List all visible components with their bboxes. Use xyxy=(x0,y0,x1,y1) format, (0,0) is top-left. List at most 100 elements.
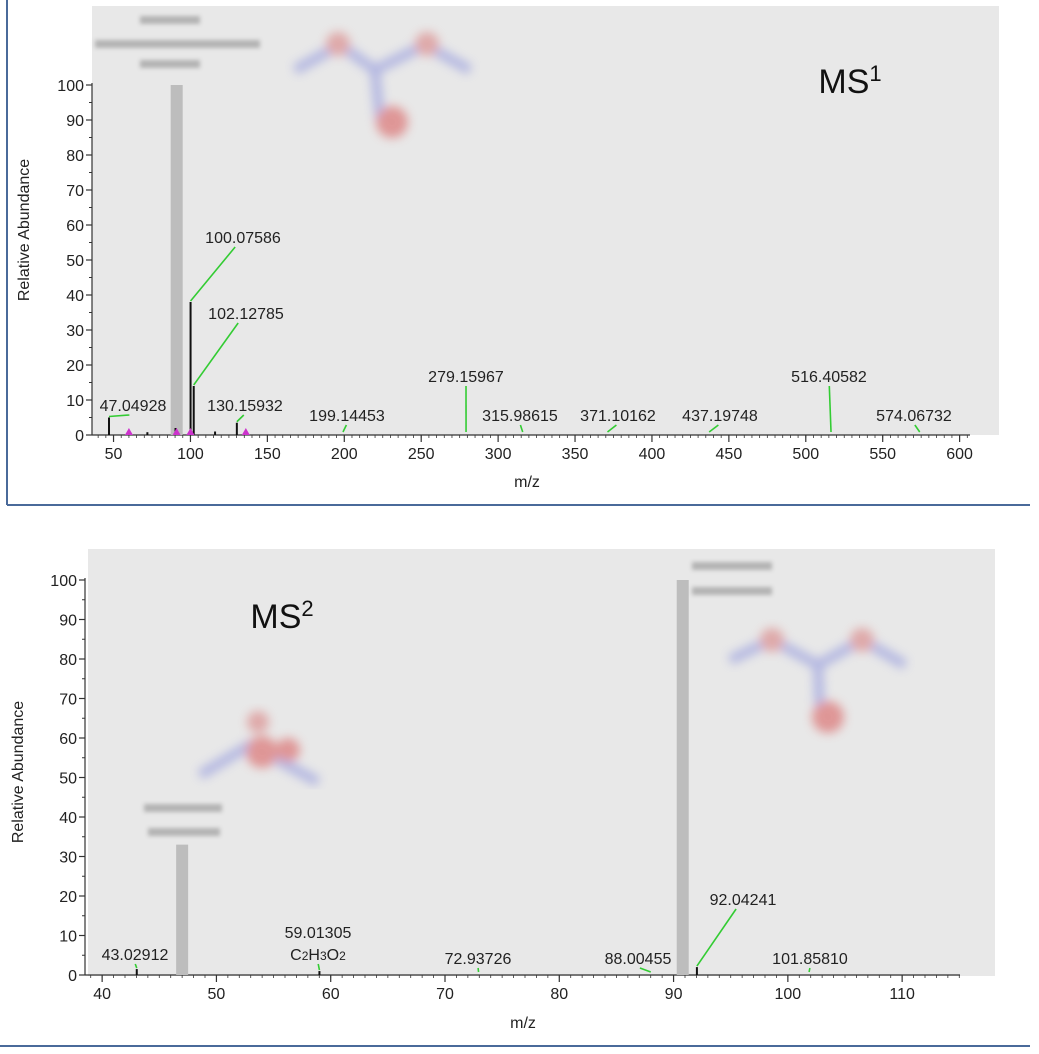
ms2-peak-label: 43.02912 xyxy=(102,947,169,964)
ms2-formula-label: C2H3O2 xyxy=(290,947,346,964)
ms2-x-axis-label: m/z xyxy=(510,1015,536,1032)
ms1-x-tick-label: 400 xyxy=(639,446,666,463)
ms1-blurred-peak-annotation xyxy=(95,16,260,68)
ms1-label-leader xyxy=(342,424,348,433)
ms1-panel: MS1 0 10 20 30 40 50 60 70 80 90 100 50 100 150 200 25… xyxy=(6,0,1030,506)
ms2-peak-label: 72.93726 xyxy=(445,951,512,968)
ms2-highlight-peak xyxy=(676,580,689,975)
ms2-label-leader xyxy=(134,963,138,969)
ms1-peak-label: 371.10162 xyxy=(580,408,656,425)
ms1-label-leader xyxy=(708,424,719,433)
ms2-y-axis-label: Relative Abundance xyxy=(10,701,27,843)
ms1-label-leader xyxy=(193,322,239,386)
ms1-x-tick-label: 450 xyxy=(716,446,743,463)
ms2-y-tick-label: 70 xyxy=(59,692,77,709)
ms1-y-tick-label: 40 xyxy=(66,288,84,305)
ms1-label-leader xyxy=(519,424,524,433)
ms1-peak-label: 47.04928 xyxy=(100,398,167,415)
ms2-peak-label: 92.04241 xyxy=(710,892,777,909)
ms1-x-tick-label: 250 xyxy=(408,446,435,463)
ms2-y-tick-label: 90 xyxy=(59,613,77,630)
ms1-x-tick-label: 600 xyxy=(946,446,973,463)
ms1-molecule-structure xyxy=(292,32,473,138)
ms1-y-axis: 0 10 20 30 40 50 60 70 80 90 100 xyxy=(57,78,93,445)
ms2-x-tick-label: 100 xyxy=(775,986,802,1003)
ms2-x-tick-label: 90 xyxy=(665,986,683,1003)
ms1-label-leader xyxy=(914,424,921,433)
ms2-y-tick-label: 20 xyxy=(59,889,77,906)
ms1-y-tick-label: 0 xyxy=(75,428,84,445)
ms1-y-tick-label: 50 xyxy=(66,253,84,270)
ms1-y-axis-label: Relative Abundance xyxy=(16,159,33,301)
ms2-blurred-peak-annotation-left xyxy=(144,804,222,836)
ms2-x-tick-label: 70 xyxy=(436,986,454,1003)
ms2-plot-area xyxy=(88,549,995,976)
ms1-y-tick-label: 10 xyxy=(66,393,84,410)
ms1-isotope-marker xyxy=(241,428,250,435)
ms1-x-tick-label: 150 xyxy=(254,446,281,463)
ms2-highlight-peak xyxy=(176,844,189,975)
ms2-molecule-structure-right xyxy=(727,628,908,733)
ms2-peaks xyxy=(135,580,698,975)
ms2-y-tick-label: 0 xyxy=(68,968,77,985)
ms1-y-tick-label: 70 xyxy=(66,183,84,200)
ms1-x-tick-label: 200 xyxy=(331,446,358,463)
ms2-molecule-structure-left xyxy=(197,711,321,787)
ms2-label-leader xyxy=(317,963,321,971)
ms2-x-tick-label: 110 xyxy=(889,986,915,1003)
ms1-y-tick-label: 30 xyxy=(66,323,84,340)
ms1-x-tick-label: 550 xyxy=(869,446,896,463)
ms1-panel-label: MS1 xyxy=(818,61,881,102)
ms1-y-tick-label: 80 xyxy=(66,148,84,165)
ms1-label-leader xyxy=(828,385,832,433)
ms1-x-tick-label: 100 xyxy=(177,446,204,463)
ms1-peak-label: 100.07586 xyxy=(205,230,281,247)
ms2-panel: MS2 0 10 20 30 40 50 60 70 80 90 100 40 50 60 70 80 90 1… xyxy=(0,549,1030,1047)
ms2-peak-labels: 43.02912 59.01305 C2H3O2 72.93726 88.00455 92… xyxy=(102,892,848,973)
ms2-y-tick-label: 30 xyxy=(59,850,77,867)
ms1-plot-area xyxy=(92,6,999,435)
ms2-y-tick-label: 50 xyxy=(59,771,77,788)
ms1-peak-label: 574.06732 xyxy=(876,408,952,425)
ms1-peak-labels: 47.04928 100.07586 102.12785 130.15932 199.1… xyxy=(100,230,952,433)
ms1-x-tick-label: 300 xyxy=(485,446,512,463)
ms1-x-tick-label: 500 xyxy=(792,446,819,463)
ms2-y-tick-label: 100 xyxy=(50,573,77,590)
ms2-label-leader xyxy=(808,967,811,973)
ms2-y-tick-label: 10 xyxy=(59,929,77,946)
ms1-peak-label: 279.15967 xyxy=(428,369,504,386)
ms2-label-leader xyxy=(696,908,737,967)
ms2-y-axis: 0 10 20 30 40 50 60 70 80 90 100 xyxy=(50,573,86,985)
ms2-panel-label: MS2 xyxy=(250,596,313,637)
ms1-peak-label: 516.40582 xyxy=(791,369,867,386)
ms1-highlight-peak xyxy=(170,85,183,435)
ms1-isotope-marker xyxy=(172,428,181,435)
ms1-y-tick-label: 100 xyxy=(57,78,84,95)
ms1-x-axis-label: m/z xyxy=(514,474,540,491)
ms1-x-axis: 50 100 150 200 250 300 350 400 450 500 550 600 xyxy=(92,434,973,463)
ms2-peak-label: 59.01305 xyxy=(285,925,352,942)
ms1-peak-label: 437.19748 xyxy=(682,408,758,425)
ms2-peak-label: 101.85810 xyxy=(772,951,848,968)
ms1-y-tick-label: 60 xyxy=(66,218,84,235)
ms1-label-leader xyxy=(607,424,617,433)
ms1-peak-label: 130.15932 xyxy=(207,398,283,415)
ms1-x-tick-label: 50 xyxy=(105,446,123,463)
ms1-y-tick-label: 90 xyxy=(66,113,84,130)
ms1-label-leader xyxy=(189,246,236,302)
ms1-peak-label: 102.12785 xyxy=(208,306,284,323)
ms1-isotope-marker xyxy=(124,428,133,435)
ms2-x-axis: 40 50 60 70 80 90 100 110 xyxy=(85,974,960,1003)
ms2-blurred-peak-annotation-right xyxy=(692,562,772,595)
ms1-label-leader xyxy=(108,414,130,418)
ms2-y-tick-label: 60 xyxy=(59,731,77,748)
ms2-x-tick-label: 60 xyxy=(322,986,340,1003)
ms1-peak-label: 199.14453 xyxy=(309,408,385,425)
ms1-peak-label: 315.98615 xyxy=(482,408,558,425)
ms1-y-tick-label: 20 xyxy=(66,358,84,375)
ms2-y-tick-label: 40 xyxy=(59,810,77,827)
ms2-x-tick-label: 80 xyxy=(550,986,568,1003)
ms1-isotope-marker xyxy=(186,428,195,435)
ms2-y-tick-label: 80 xyxy=(59,652,77,669)
